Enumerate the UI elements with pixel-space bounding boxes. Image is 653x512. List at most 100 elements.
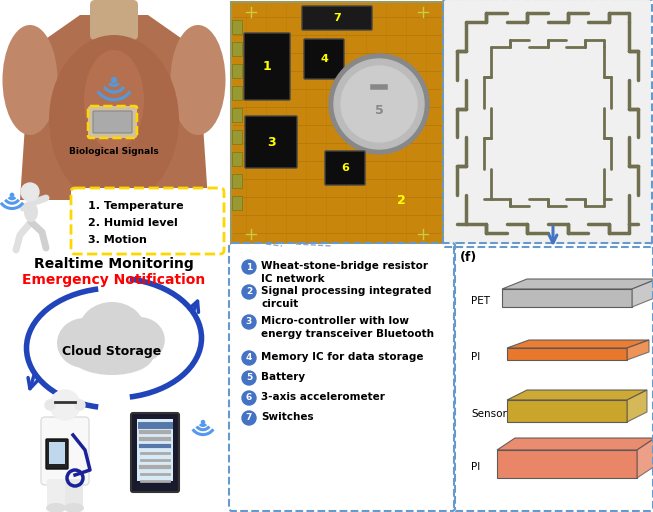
Ellipse shape — [84, 50, 144, 150]
FancyBboxPatch shape — [230, 244, 454, 510]
Circle shape — [112, 78, 116, 82]
Polygon shape — [507, 348, 627, 360]
Text: 1. Temperature: 1. Temperature — [88, 201, 183, 211]
FancyBboxPatch shape — [90, 0, 138, 40]
FancyBboxPatch shape — [131, 413, 179, 492]
Ellipse shape — [57, 318, 112, 368]
Circle shape — [21, 183, 39, 201]
Text: (f): (f) — [460, 251, 477, 264]
Circle shape — [242, 411, 256, 425]
Text: 2. Humid level: 2. Humid level — [88, 218, 178, 228]
Text: Micro-controller with low: Micro-controller with low — [261, 316, 409, 326]
FancyBboxPatch shape — [304, 39, 344, 79]
Text: circuit: circuit — [261, 299, 298, 309]
Text: Switches: Switches — [261, 412, 313, 422]
Circle shape — [10, 194, 14, 197]
Circle shape — [202, 420, 204, 423]
FancyBboxPatch shape — [232, 42, 242, 56]
Polygon shape — [502, 289, 632, 307]
Ellipse shape — [170, 25, 225, 135]
FancyBboxPatch shape — [325, 151, 365, 185]
Ellipse shape — [64, 503, 84, 512]
Ellipse shape — [49, 35, 179, 205]
FancyBboxPatch shape — [46, 439, 68, 469]
Polygon shape — [632, 279, 653, 307]
Circle shape — [242, 260, 256, 274]
FancyBboxPatch shape — [232, 152, 242, 166]
Polygon shape — [497, 438, 653, 450]
FancyBboxPatch shape — [65, 479, 83, 508]
Polygon shape — [507, 340, 649, 348]
Ellipse shape — [24, 202, 38, 222]
Polygon shape — [507, 400, 627, 422]
FancyBboxPatch shape — [47, 479, 65, 508]
Text: 1: 1 — [263, 59, 272, 73]
Text: 3: 3 — [246, 317, 252, 327]
Text: 5: 5 — [375, 103, 383, 117]
FancyBboxPatch shape — [232, 196, 242, 210]
Circle shape — [242, 285, 256, 299]
Circle shape — [341, 66, 417, 142]
Text: 4: 4 — [320, 54, 328, 64]
Text: Signal processing integrated: Signal processing integrated — [261, 286, 432, 296]
FancyBboxPatch shape — [244, 33, 290, 100]
Polygon shape — [627, 390, 647, 422]
Text: 3-axis accelerometer: 3-axis accelerometer — [261, 392, 385, 402]
Text: PI: PI — [471, 352, 480, 362]
Ellipse shape — [114, 317, 165, 363]
FancyBboxPatch shape — [245, 116, 297, 168]
Text: Emergency Notification: Emergency Notification — [22, 273, 206, 287]
FancyBboxPatch shape — [455, 244, 652, 510]
Text: 6: 6 — [246, 394, 252, 402]
Polygon shape — [627, 340, 649, 360]
Ellipse shape — [3, 25, 57, 135]
Ellipse shape — [79, 302, 145, 358]
Polygon shape — [637, 438, 653, 478]
FancyBboxPatch shape — [231, 2, 443, 244]
Text: 2: 2 — [396, 194, 406, 206]
Text: 3. Motion: 3. Motion — [88, 235, 147, 245]
Text: IC network: IC network — [261, 274, 325, 284]
Circle shape — [242, 315, 256, 329]
Text: Battery: Battery — [261, 372, 305, 382]
FancyBboxPatch shape — [302, 6, 372, 30]
Circle shape — [242, 371, 256, 385]
Text: Sensor: Sensor — [471, 409, 507, 419]
Text: Memory IC for data storage: Memory IC for data storage — [261, 352, 424, 362]
Text: 3: 3 — [266, 136, 276, 148]
Polygon shape — [497, 450, 637, 478]
FancyBboxPatch shape — [232, 108, 242, 122]
FancyBboxPatch shape — [444, 0, 651, 246]
Circle shape — [242, 391, 256, 405]
FancyBboxPatch shape — [93, 111, 132, 133]
FancyBboxPatch shape — [232, 86, 242, 100]
Text: 5: 5 — [246, 373, 252, 382]
Ellipse shape — [46, 503, 66, 512]
FancyBboxPatch shape — [137, 419, 173, 481]
FancyBboxPatch shape — [232, 174, 242, 188]
Polygon shape — [502, 279, 653, 289]
Text: PI: PI — [471, 462, 480, 472]
Circle shape — [334, 59, 424, 149]
FancyBboxPatch shape — [41, 417, 89, 485]
FancyBboxPatch shape — [49, 442, 65, 464]
FancyBboxPatch shape — [232, 130, 242, 144]
Text: Realtime Monitoring: Realtime Monitoring — [34, 257, 194, 271]
Text: Cloud Storage: Cloud Storage — [63, 346, 162, 358]
Circle shape — [75, 400, 85, 410]
Polygon shape — [20, 15, 208, 200]
Ellipse shape — [71, 337, 153, 375]
Text: Wheat-stone-bridge resistor: Wheat-stone-bridge resistor — [261, 261, 428, 271]
Ellipse shape — [81, 323, 125, 363]
Polygon shape — [507, 390, 647, 400]
Text: 4: 4 — [246, 353, 252, 362]
Circle shape — [329, 54, 429, 154]
Text: 6: 6 — [341, 163, 349, 173]
FancyBboxPatch shape — [232, 20, 242, 34]
Circle shape — [242, 351, 256, 365]
FancyBboxPatch shape — [71, 188, 224, 254]
Circle shape — [50, 390, 80, 420]
Circle shape — [45, 400, 55, 410]
Text: Biological Signals: Biological Signals — [69, 147, 159, 157]
Text: energy transceiver Bluetooth: energy transceiver Bluetooth — [261, 329, 434, 339]
